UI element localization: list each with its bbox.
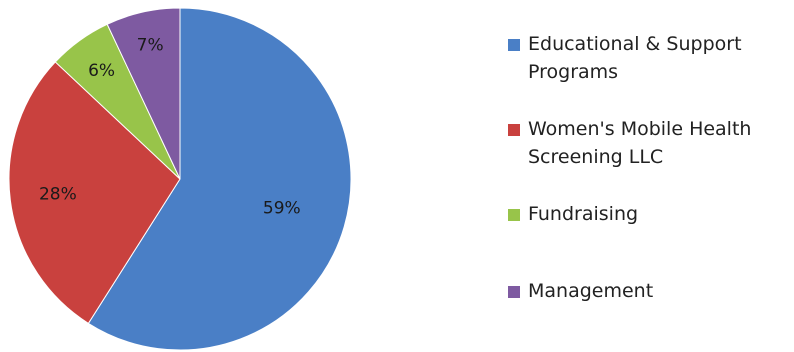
legend-swatch-womens-mobile-health	[508, 124, 520, 136]
data-label-educational-support: 59%	[263, 199, 301, 219]
legend-label-educational-support: Educational & Support Programs	[528, 33, 742, 83]
legend-swatch-fundraising	[508, 209, 520, 221]
legend-label-womens-mobile-health: Women's Mobile Health Screening LLC	[528, 118, 752, 168]
legend-item-educational-support: Educational & Support Programs	[508, 30, 794, 115]
pie-slice-womens-mobile-health	[8, 61, 181, 325]
legend-label-fundraising: Fundraising	[528, 203, 639, 225]
pie-slice-educational-support	[87, 7, 352, 351]
legend-swatch-educational-support	[508, 39, 520, 51]
data-label-management: 7%	[137, 35, 164, 55]
legend: Educational & Support Programs Women's M…	[508, 30, 794, 307]
legend-item-management: Management	[508, 277, 794, 307]
legend-item-womens-mobile-health: Women's Mobile Health Screening LLC	[508, 115, 794, 200]
pie-slice-management	[106, 7, 181, 180]
data-label-womens-mobile-health: 28%	[39, 184, 77, 204]
pie-slices	[8, 7, 352, 351]
legend-swatch-management	[508, 286, 520, 298]
data-label-fundraising: 6%	[88, 61, 115, 81]
legend-item-fundraising: Fundraising	[508, 200, 794, 277]
pie-data-labels: 59% 28% 6% 7%	[39, 35, 301, 218]
pie-chart: 59% 28% 6% 7%	[8, 7, 352, 351]
legend-label-management: Management	[528, 280, 654, 302]
